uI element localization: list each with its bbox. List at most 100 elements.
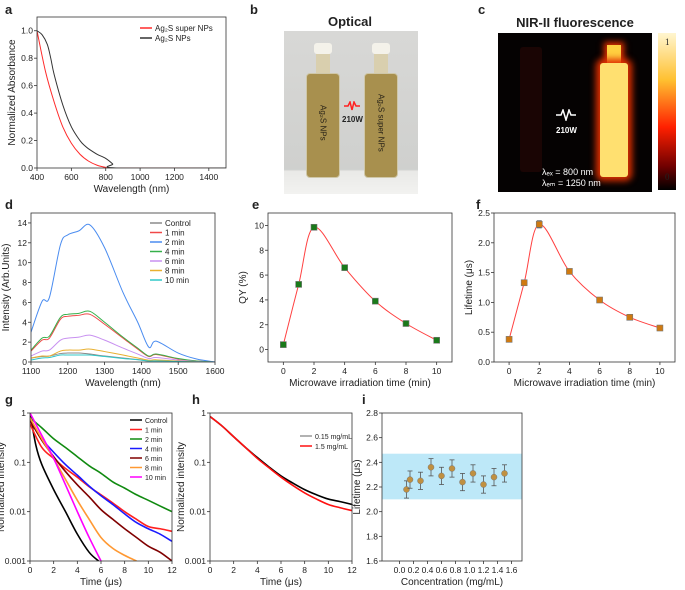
- x-axis-label: Concentration (mg/mL): [401, 577, 503, 588]
- fluorescence-image: 210W λₑₓ = 800 nm λₑₘ = 1250 nm: [498, 33, 652, 192]
- plot-frame: [493, 212, 676, 363]
- x-tick-label: 1400: [199, 172, 218, 182]
- y-tick-label: 10: [255, 220, 265, 230]
- microwave-icon: [556, 109, 576, 121]
- plot-area: [30, 413, 172, 561]
- chart-g: 0 2 4 6 8 10 12 0.001 0.01 0.1 1 Time (μs) Normalize…: [0, 408, 177, 588]
- colorbar-max: 1: [665, 37, 670, 47]
- y-tick-label: 8: [259, 245, 264, 255]
- plot-area: [282, 226, 437, 345]
- x-axis-label: Time (μs): [260, 577, 302, 588]
- plot-frame: [267, 212, 453, 363]
- data-point: [310, 223, 318, 231]
- x-tick-label: 400: [30, 172, 44, 182]
- legend-label: 1 min: [145, 428, 162, 435]
- x-axis-label: Microwave irradiation time (min): [289, 378, 431, 389]
- y-tick-label: 2.2: [366, 482, 378, 492]
- x-tick-label: 10: [324, 565, 334, 575]
- y-tick-label: 0.001: [5, 556, 27, 566]
- x-tick-label: 4: [342, 366, 347, 376]
- data-point: [656, 324, 664, 332]
- panel-label-e: e: [252, 197, 260, 212]
- legend-label: 1 min: [165, 229, 185, 238]
- plot-frame: [30, 212, 216, 363]
- x-tick-label: 0.2: [408, 565, 420, 575]
- x-tick-label: 10: [144, 565, 154, 575]
- x-tick-label: 4: [255, 565, 260, 575]
- series-line: [30, 417, 172, 513]
- microwave-icon: [344, 101, 360, 111]
- chart-h: 0 2 4 6 8 10 12 0.001 0.01 0.1 1 Time (μs) Normalize…: [176, 408, 357, 588]
- x-tick-label: 1100: [22, 366, 41, 376]
- y-tick-label: 2.0: [366, 507, 378, 517]
- bottle-label: Ag₂S NPs: [318, 105, 328, 141]
- y-tick-label: 1.6: [366, 556, 378, 566]
- panel-label-h: h: [192, 392, 200, 407]
- legend-label: Ag₂S super NPs: [155, 24, 213, 33]
- y-tick-label: 6: [259, 270, 264, 280]
- x-tick-label: 1.6: [506, 565, 518, 575]
- bottle-label: Ag₂S super NPs: [376, 94, 386, 152]
- x-tick-label: 0.4: [422, 565, 434, 575]
- data-point: [427, 464, 435, 471]
- plot-area: [37, 30, 226, 168]
- x-tick-label: 2: [312, 366, 317, 376]
- x-tick-label: 0.6: [436, 565, 448, 575]
- x-tick-label: 4: [75, 565, 80, 575]
- y-axis-label: Lifetime (μs): [352, 459, 363, 514]
- plot-area: [210, 415, 352, 512]
- data-point: [520, 279, 528, 287]
- x-tick-label: 0: [208, 565, 213, 575]
- colorbar-min: 0: [665, 172, 670, 182]
- fit-line: [508, 223, 661, 340]
- plot-area: [508, 223, 661, 340]
- y-tick-label: 4: [22, 317, 27, 327]
- data-point: [402, 320, 410, 327]
- fluorescence-title: NIR-II fluorescence: [516, 15, 634, 30]
- plot-area: [31, 223, 215, 362]
- panel-label-b: b: [250, 2, 258, 17]
- y-tick-label: 0.6: [21, 81, 33, 91]
- x-tick-label: 1200: [165, 172, 184, 182]
- legend-label: Control: [145, 418, 168, 425]
- x-tick-label: 0: [281, 366, 286, 376]
- x-tick-label: 1300: [95, 366, 114, 376]
- x-tick-label: 8: [404, 366, 409, 376]
- x-tick-label: 12: [347, 565, 357, 575]
- x-tick-label: 800: [99, 172, 113, 182]
- y-tick-label: 4: [259, 295, 264, 305]
- series-line: [210, 415, 352, 506]
- series-line: [37, 30, 226, 168]
- x-tick-label: 1600: [206, 366, 225, 376]
- chart-d: 1100 1200 1300 1400 1500 1600 0 2 4 6 8 10 12 14 Wavel…: [1, 212, 225, 389]
- y-tick-label: 2: [22, 337, 27, 347]
- y-tick-label: 0.0: [478, 357, 490, 367]
- y-tick-label: 0.001: [185, 556, 207, 566]
- y-axis-label: Intensity (Arb.Units): [1, 244, 12, 332]
- power-label: 210W: [342, 115, 363, 124]
- bottle-ag2s-super-nps: Ag₂S super NPs: [364, 43, 398, 178]
- y-axis-label: Normalized intensity: [0, 442, 7, 532]
- data-point: [280, 341, 287, 348]
- data-point: [438, 472, 445, 480]
- x-axis-label: Wavelength (nm): [94, 184, 170, 195]
- x-tick-label: 1.4: [492, 565, 504, 575]
- series-line: [30, 413, 102, 561]
- x-tick-label: 0: [507, 366, 512, 376]
- y-axis-label: QY (%): [238, 271, 249, 304]
- series-line: [31, 334, 215, 362]
- x-tick-label: 1200: [58, 366, 77, 376]
- legend-label: Control: [165, 219, 191, 228]
- data-point: [417, 477, 424, 485]
- x-tick-label: 12: [167, 565, 177, 575]
- x-axis-label: Microwave irradiation time (min): [514, 378, 656, 389]
- series-line: [31, 348, 215, 362]
- legend-label: 6 min: [145, 456, 162, 463]
- x-tick-label: 6: [373, 366, 378, 376]
- y-tick-label: 0.4: [21, 108, 33, 118]
- y-tick-label: 0.0: [21, 163, 33, 173]
- y-tick-label: 10: [18, 258, 28, 268]
- x-tick-label: 4: [567, 366, 572, 376]
- x-tick-label: 0: [28, 565, 33, 575]
- legend-label: 10 min: [165, 276, 189, 285]
